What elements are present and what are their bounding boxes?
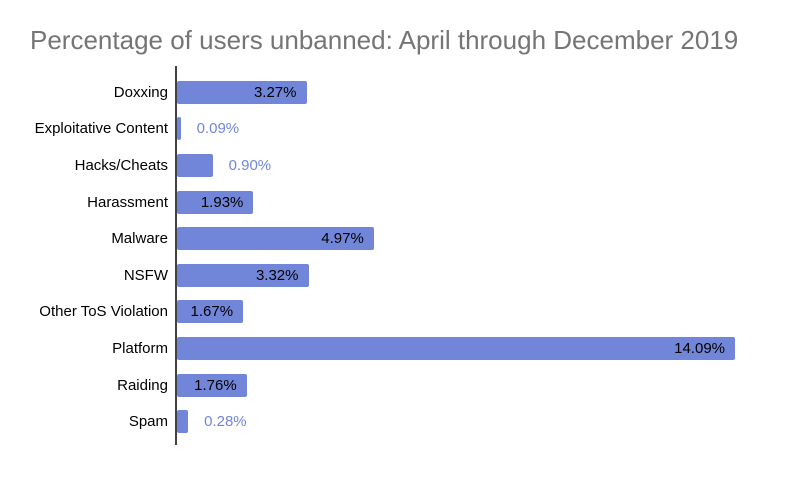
bar-segment: 3.32% (177, 263, 309, 287)
category-label: Exploitative Content (34, 120, 168, 138)
bar-row: Harassment 1.93% (0, 184, 800, 221)
bar-track: 4.97% (168, 227, 800, 251)
bar-track: 0.28% (168, 410, 800, 434)
value-label: 1.67% (190, 303, 234, 321)
bar-segment: 3.27% (177, 80, 307, 104)
value-label: 0.90% (228, 156, 272, 174)
bar-track: 0.90% (168, 153, 800, 177)
category-label: Raiding (117, 376, 168, 394)
bar-row: Other ToS Violation 1.67% (0, 294, 800, 331)
bar-row: Exploitative Content 0.09% (0, 111, 800, 148)
bar-track: 3.32% (168, 263, 800, 287)
bar-segment (177, 153, 213, 177)
category-label: NSFW (123, 266, 168, 284)
bar-track: 1.93% (168, 190, 800, 214)
category-label: Other ToS Violation (39, 303, 168, 321)
bar-segment (177, 410, 189, 434)
bar-segment: 1.76% (177, 373, 247, 397)
category-label: Doxxing (113, 83, 168, 101)
bar-row: Platform 14.09% (0, 330, 800, 367)
bar-segment: 14.09% (177, 336, 735, 360)
category-label: Spam (128, 413, 168, 431)
bar-row: Malware 4.97% (0, 220, 800, 257)
bar-segment: 1.67% (177, 300, 244, 324)
y-axis-baseline (175, 66, 177, 445)
bar-segment: 4.97% (177, 227, 374, 251)
value-label: 1.76% (194, 376, 237, 394)
category-label: Hacks/Cheats (74, 156, 168, 174)
bar-row: NSFW 3.32% (0, 257, 800, 294)
bar-segment: 1.93% (177, 190, 254, 214)
bar-track: 0.09% (168, 117, 800, 141)
category-label: Harassment (87, 193, 168, 211)
chart-title: Percentage of users unbanned: April thro… (30, 25, 739, 55)
bar-segment (177, 117, 181, 141)
bar-row: Doxxing 3.27% (0, 74, 800, 111)
value-label: 0.09% (196, 120, 240, 138)
bar-track: 3.27% (168, 80, 800, 104)
bar-row: Spam 0.28% (0, 403, 800, 440)
bar-rows: Doxxing 3.27% Exploitative Content 0.09% Hac… (0, 74, 800, 440)
bar-row: Raiding 1.76% (0, 367, 800, 404)
value-label: 0.28% (204, 413, 247, 431)
category-label: Platform (112, 339, 168, 357)
category-label: Malware (111, 230, 168, 248)
value-label: 1.93% (200, 193, 244, 211)
value-label: 14.09% (674, 339, 725, 357)
bar-track: 14.09% (168, 336, 800, 360)
bar-track: 1.67% (168, 300, 800, 324)
bar-track: 1.76% (168, 373, 800, 397)
value-label: 4.97% (321, 230, 364, 248)
value-label: 3.27% (253, 83, 297, 101)
value-label: 3.32% (255, 266, 299, 284)
bar-row: Hacks/Cheats 0.90% (0, 147, 800, 184)
